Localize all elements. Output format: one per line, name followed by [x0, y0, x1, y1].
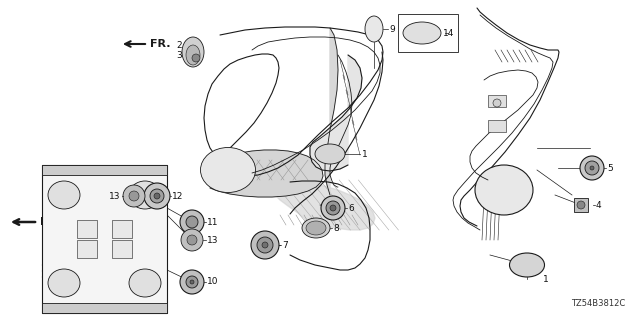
Ellipse shape	[129, 269, 161, 297]
Circle shape	[192, 54, 200, 62]
Ellipse shape	[315, 144, 345, 164]
Circle shape	[187, 235, 197, 245]
Bar	[77, 240, 97, 258]
Circle shape	[186, 276, 198, 288]
Text: FR.: FR.	[150, 39, 170, 49]
Circle shape	[150, 189, 164, 203]
Ellipse shape	[129, 181, 161, 209]
Circle shape	[190, 280, 194, 284]
Ellipse shape	[403, 22, 441, 44]
Circle shape	[123, 185, 145, 207]
Text: 12: 12	[172, 191, 184, 201]
Circle shape	[493, 99, 501, 107]
Circle shape	[585, 161, 599, 175]
Bar	[488, 95, 506, 107]
Text: 2: 2	[177, 41, 182, 50]
Polygon shape	[310, 55, 362, 171]
Text: 11: 11	[207, 218, 218, 227]
Text: 13: 13	[207, 236, 218, 244]
Circle shape	[129, 191, 139, 201]
Text: 6: 6	[348, 204, 354, 212]
Text: 7: 7	[282, 241, 288, 250]
Ellipse shape	[48, 181, 80, 209]
Circle shape	[186, 216, 198, 228]
Circle shape	[590, 166, 594, 170]
Circle shape	[154, 193, 160, 199]
Circle shape	[577, 201, 585, 209]
Text: 14: 14	[443, 28, 454, 37]
Ellipse shape	[200, 148, 255, 193]
Circle shape	[326, 201, 340, 215]
Text: 1: 1	[543, 276, 549, 284]
Polygon shape	[210, 150, 323, 197]
Ellipse shape	[182, 37, 204, 67]
Text: 13: 13	[109, 191, 120, 201]
Text: 4: 4	[596, 201, 602, 210]
Circle shape	[257, 237, 273, 253]
Bar	[42, 165, 167, 313]
Text: TZ54B3812C: TZ54B3812C	[571, 299, 625, 308]
Text: 5: 5	[607, 164, 612, 172]
Circle shape	[144, 183, 170, 209]
Bar	[77, 220, 97, 238]
Circle shape	[330, 205, 336, 211]
Bar	[42, 303, 167, 313]
Circle shape	[180, 270, 204, 294]
Ellipse shape	[186, 45, 200, 65]
Polygon shape	[272, 180, 375, 230]
Circle shape	[180, 210, 204, 234]
Bar	[112, 240, 132, 258]
Bar	[488, 120, 506, 132]
Polygon shape	[325, 28, 338, 195]
Ellipse shape	[48, 269, 80, 297]
Circle shape	[580, 156, 604, 180]
Ellipse shape	[475, 165, 533, 215]
Ellipse shape	[509, 253, 545, 277]
Ellipse shape	[302, 218, 330, 238]
Bar	[574, 198, 588, 212]
Bar	[42, 165, 167, 175]
Text: 9: 9	[389, 25, 395, 34]
Text: FR.: FR.	[40, 217, 61, 227]
Bar	[398, 14, 458, 52]
Circle shape	[181, 229, 203, 251]
Text: 10: 10	[207, 277, 218, 286]
Text: 1: 1	[362, 149, 368, 158]
Circle shape	[321, 196, 345, 220]
Ellipse shape	[306, 221, 326, 235]
Bar	[112, 220, 132, 238]
Text: 3: 3	[176, 51, 182, 60]
Ellipse shape	[365, 16, 383, 42]
Circle shape	[262, 242, 268, 248]
Text: 8: 8	[333, 223, 339, 233]
Circle shape	[251, 231, 279, 259]
